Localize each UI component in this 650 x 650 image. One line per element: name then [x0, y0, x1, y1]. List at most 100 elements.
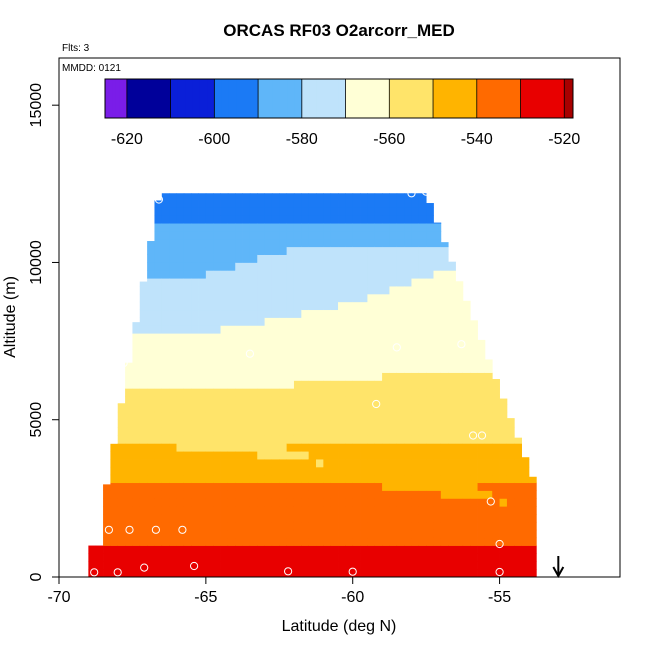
heatmap-cell — [220, 341, 229, 350]
heatmap-cell — [484, 569, 493, 578]
heatmap-cell — [301, 443, 310, 452]
heatmap-cell — [293, 207, 302, 216]
heatmap-cell — [154, 443, 163, 452]
heatmap-cell — [264, 215, 273, 224]
heatmap-cell — [404, 506, 412, 515]
heatmap-cell — [242, 553, 251, 562]
heatmap-cell — [323, 451, 332, 460]
heatmap-cell — [426, 286, 434, 295]
heatmap-cell — [382, 451, 390, 460]
heatmap-cell — [286, 238, 295, 248]
heatmap-cell — [404, 466, 412, 476]
heatmap-cell — [257, 569, 265, 578]
heatmap-cell — [440, 561, 449, 570]
heatmap-cell — [169, 193, 177, 200]
heatmap-cell — [220, 396, 229, 405]
heatmap-cell — [352, 451, 361, 460]
heatmap-cell — [161, 569, 170, 578]
heatmap-cell — [492, 443, 500, 452]
heatmap-cell — [367, 348, 376, 358]
heatmap-cell — [374, 553, 383, 562]
heatmap-cell — [506, 553, 515, 562]
heatmap-cell — [293, 380, 302, 389]
heatmap-cell — [293, 301, 302, 311]
heatmap-cell — [323, 356, 332, 366]
heatmap-cell — [205, 427, 214, 436]
heatmap-cell — [125, 435, 133, 444]
heatmap-cell — [257, 482, 265, 491]
heatmap-cell — [521, 537, 530, 546]
colorbar-segment — [338, 79, 347, 118]
heatmap-cell — [154, 545, 163, 554]
heatmap-cell — [235, 293, 243, 303]
heatmap-cell — [330, 254, 339, 263]
heatmap-cell — [147, 443, 155, 452]
heatmap-cell — [279, 293, 288, 303]
heatmap-cell — [176, 451, 185, 460]
heatmap-cell — [198, 521, 207, 531]
heatmap-cell — [191, 293, 199, 303]
heatmap-cell — [227, 435, 236, 444]
heatmap-cell — [374, 325, 383, 334]
heatmap-cell — [257, 553, 265, 562]
heatmap-cell — [169, 223, 177, 232]
heatmap-cell — [316, 317, 324, 326]
heatmap-cell — [154, 278, 163, 287]
heatmap-cell — [470, 333, 478, 342]
heatmap-cell — [176, 396, 185, 405]
heatmap-cell — [440, 404, 449, 413]
heatmap-cell — [404, 435, 412, 444]
heatmap-cell — [220, 404, 229, 413]
heatmap-cell — [183, 238, 192, 248]
heatmap-cell — [147, 474, 155, 484]
heatmap-cell — [205, 348, 214, 358]
heatmap-cell — [352, 459, 361, 468]
heatmap-cell — [352, 506, 361, 515]
heatmap-cell — [440, 459, 449, 468]
heatmap-cell — [286, 262, 295, 271]
heatmap-cell — [404, 199, 412, 208]
heatmap-cell — [132, 553, 141, 562]
heatmap-cell — [110, 490, 119, 499]
heatmap-cell — [279, 569, 288, 578]
heatmap-cell — [396, 514, 405, 523]
heatmap-cell — [293, 537, 302, 546]
heatmap-cell — [117, 474, 126, 484]
heatmap-cell — [316, 474, 324, 484]
heatmap-cell — [462, 372, 471, 381]
heatmap-cell — [477, 435, 486, 444]
heatmap-cell — [301, 364, 310, 373]
heatmap-cell — [227, 364, 236, 373]
heatmap-cell — [389, 498, 398, 507]
heatmap-cell — [411, 474, 420, 484]
heatmap-cell — [404, 388, 412, 397]
heatmap-cell — [301, 246, 310, 255]
heatmap-cell — [308, 451, 317, 460]
heatmap-cell — [360, 317, 368, 326]
heatmap-cell — [389, 270, 398, 279]
heatmap-cell — [323, 529, 332, 539]
heatmap-cell — [367, 372, 376, 381]
heatmap-cell — [286, 443, 295, 452]
heatmap-cell — [308, 529, 317, 539]
heatmap-cell — [242, 529, 251, 539]
heatmap-cell — [301, 317, 310, 326]
heatmap-cell — [147, 372, 155, 381]
heatmap-cell — [352, 286, 361, 295]
heatmap-cell — [411, 443, 420, 452]
heatmap-cell — [161, 506, 170, 515]
heatmap-cell — [462, 404, 471, 413]
heatmap-cell — [169, 231, 177, 240]
heatmap-cell — [242, 309, 251, 318]
heatmap-cell — [242, 521, 251, 531]
heatmap-cell — [462, 388, 471, 397]
heatmap-cell — [227, 411, 236, 421]
heatmap-cell — [470, 529, 478, 539]
heatmap-cell — [389, 309, 398, 318]
heatmap-cell — [183, 372, 192, 381]
heatmap-cell — [191, 482, 199, 491]
heatmap-cell — [418, 372, 427, 381]
heatmap-cell — [330, 443, 339, 452]
colorbar-segment — [527, 79, 536, 118]
heatmap-cell — [176, 364, 185, 373]
